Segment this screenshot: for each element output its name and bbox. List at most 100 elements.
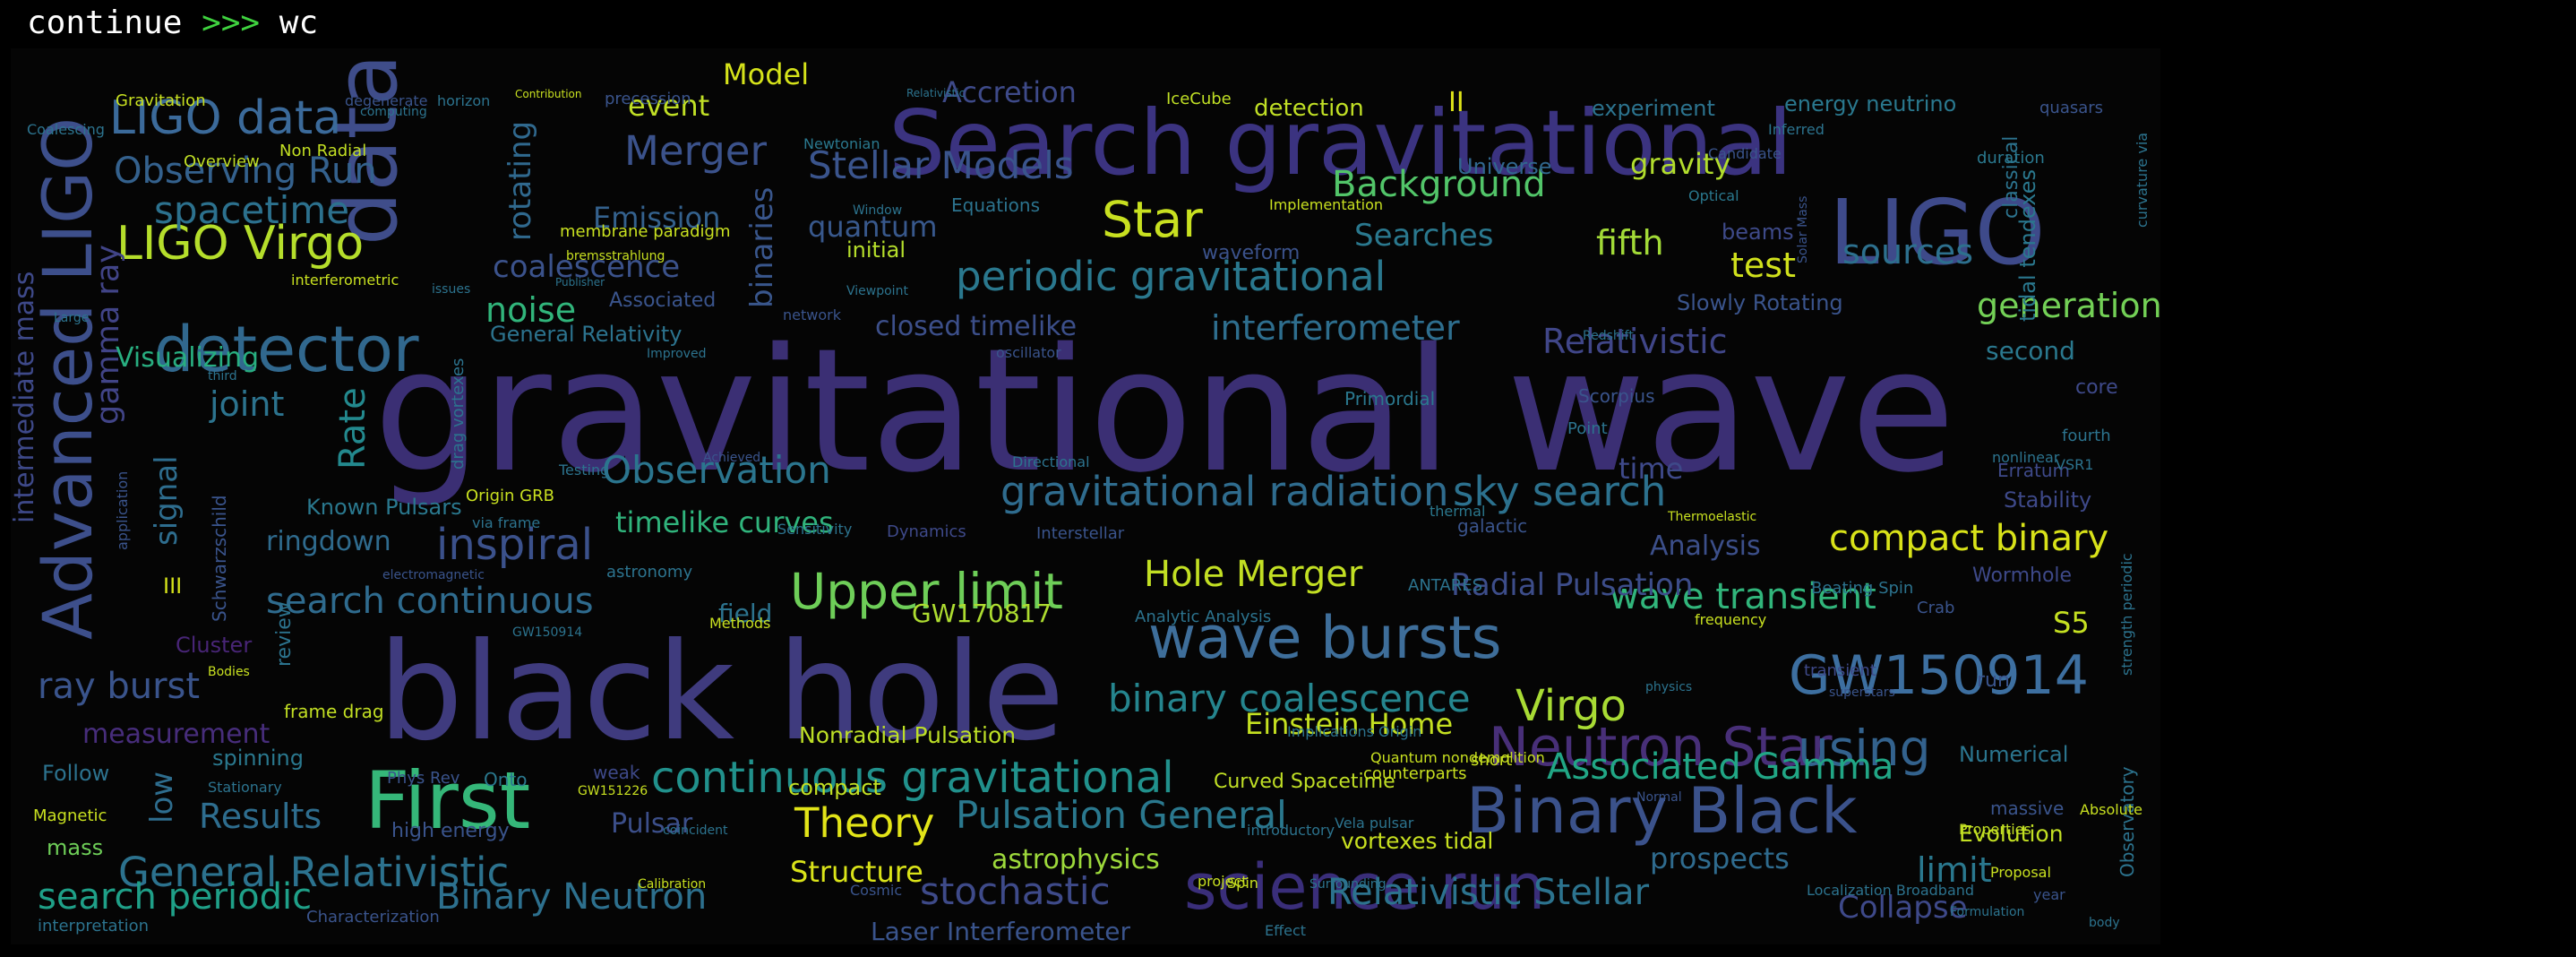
word-cloud-word: Virgo (1516, 681, 1627, 731)
word-cloud-word: Observation (602, 448, 831, 492)
word-cloud-word: galactic (1457, 515, 1527, 537)
word-cloud-word: Equations (951, 194, 1040, 216)
word-cloud-word: ringdown (266, 526, 391, 557)
word-cloud-word: GW170817 (912, 599, 1052, 628)
word-cloud-word: noise (485, 290, 576, 330)
word-cloud-word: III (163, 573, 182, 599)
word-cloud-word: continuous gravitational (651, 753, 1174, 803)
word-cloud-word: stochastic (920, 869, 1111, 913)
word-cloud-word: project (1198, 873, 1248, 890)
word-cloud-word: weak (593, 762, 640, 783)
word-cloud-word: GW150914 (1789, 644, 2089, 707)
word-cloud-word: Normal (1636, 790, 1682, 805)
word-cloud-word: massive (1990, 798, 2064, 819)
word-cloud-word: initial (846, 237, 906, 263)
word-cloud-word: GW151226 (578, 784, 648, 798)
word-cloud-word: Inferred (1768, 121, 1825, 138)
word-cloud-word: Solar Mass (1796, 196, 1810, 263)
word-cloud-word: coalescence (493, 249, 680, 285)
terminal-input-text: wc (279, 4, 319, 41)
word-cloud-word: General Relativistic (118, 849, 509, 896)
word-cloud-word: Searches (1354, 218, 1493, 254)
word-cloud-word: physics (1645, 680, 1692, 694)
word-cloud-word: Sensitivity (777, 521, 852, 538)
word-cloud-word: sources (1842, 232, 1973, 272)
word-cloud-word: Curved Spacetime (1214, 771, 1395, 793)
word-cloud-word: Effect (1265, 922, 1306, 939)
word-cloud-word: Follow (42, 761, 109, 786)
word-cloud-word: network (783, 306, 842, 323)
word-cloud-word: Primordial (1344, 388, 1435, 410)
word-cloud-word: Radial Pulsation (1451, 567, 1693, 603)
word-cloud-word: interferometric (291, 272, 399, 289)
word-cloud-word: Vela pulsar (1335, 815, 1414, 832)
word-cloud-word: Newtonian (803, 135, 880, 152)
word-cloud-word: nonlinear (1992, 449, 2060, 466)
word-cloud-word: Directional (1012, 453, 1090, 470)
word-cloud-word: wave bursts (1148, 605, 1502, 672)
word-cloud-word: interferometer (1211, 308, 1460, 348)
word-cloud-word: Thermoelastic (1667, 510, 1756, 524)
word-cloud-word: event (628, 89, 709, 123)
word-cloud-word: Binary Neutron (436, 876, 707, 918)
word-cloud-word: fourth (2062, 427, 2111, 445)
word-cloud-word: introductory (1247, 822, 1335, 839)
word-cloud-word: curvature via (2134, 133, 2151, 228)
word-cloud-word: VSR1 (2056, 456, 2093, 473)
word-cloud-word: limit (1917, 850, 1992, 890)
word-cloud-word: application (114, 471, 131, 550)
word-cloud-word: Relativistic (1542, 322, 1728, 361)
word-cloud-word: timelike curves (615, 505, 834, 539)
word-cloud-word: transient (1804, 661, 1876, 680)
word-cloud-word: using (1798, 720, 1931, 777)
word-cloud-word: Origin GRB (466, 487, 554, 505)
word-cloud-word: compact binary (1829, 518, 2108, 559)
word-cloud-word: Wormhole (1972, 565, 2072, 587)
word-cloud-word: Optical (1688, 187, 1739, 204)
word-cloud-word: interpretation (38, 917, 149, 935)
word-cloud-word: Implications Origin (1287, 723, 1421, 740)
word-cloud-word: S5 (2053, 606, 2090, 640)
word-cloud-word: computing (360, 105, 427, 119)
word-cloud-word: Publisher (555, 276, 605, 289)
word-cloud-word: precession (605, 90, 691, 108)
word-cloud-word: coincident (663, 823, 728, 838)
word-cloud-word: Pulsation General (956, 793, 1287, 837)
word-cloud-word: data (318, 54, 416, 246)
word-cloud-word: oscillator (996, 344, 1061, 361)
word-cloud-word: intermediate mass (11, 272, 40, 523)
word-cloud-word: gravitational wave (374, 312, 1955, 510)
word-cloud-word: run (1977, 669, 2010, 692)
word-cloud-word: Observatory (2117, 766, 2138, 877)
word-cloud-word: review (273, 601, 296, 667)
word-cloud-word: Viewpoint (846, 284, 908, 298)
word-cloud-word: Cluster (176, 633, 252, 658)
word-cloud-word: superstars (1829, 685, 1895, 700)
word-cloud-word: Observing Run (114, 151, 377, 192)
word-cloud-word: counterparts (1363, 764, 1467, 783)
word-cloud-word: Neutron Star (1489, 716, 1833, 779)
word-cloud-word: spacetime (154, 188, 349, 232)
word-cloud-word: Model (723, 57, 809, 91)
word-cloud-word: Point (1567, 419, 1608, 438)
word-cloud-word: General Relativity (490, 322, 683, 347)
word-cloud-word: Candidate (1708, 145, 1782, 162)
word-cloud-word: beams (1722, 220, 1794, 245)
word-cloud-word: body (2089, 916, 2120, 930)
word-cloud-word: Contribution (515, 88, 582, 100)
word-cloud-word: Pulsar (611, 808, 693, 840)
word-cloud-word: LIGO data (109, 91, 341, 145)
word-cloud-word: quasars (2039, 99, 2103, 117)
word-cloud-word: rotating (502, 121, 538, 241)
word-cloud-word: search continuous (266, 581, 594, 622)
word-cloud-word: Universe (1457, 154, 1552, 179)
word-cloud-word: Stellar Models (808, 143, 1074, 187)
word-cloud-word: Characterization (306, 908, 440, 927)
word-cloud-word: Non Radial (279, 142, 366, 160)
word-cloud-word: Advanced LIGO (28, 117, 107, 640)
word-cloud-word: Slowly Rotating (1677, 290, 1843, 315)
word-cloud-word: compact (788, 775, 881, 800)
word-cloud-word: Gravitation (116, 91, 206, 110)
word-cloud-word: periodic gravitational (956, 253, 1386, 300)
word-cloud-word: mass (47, 835, 103, 860)
